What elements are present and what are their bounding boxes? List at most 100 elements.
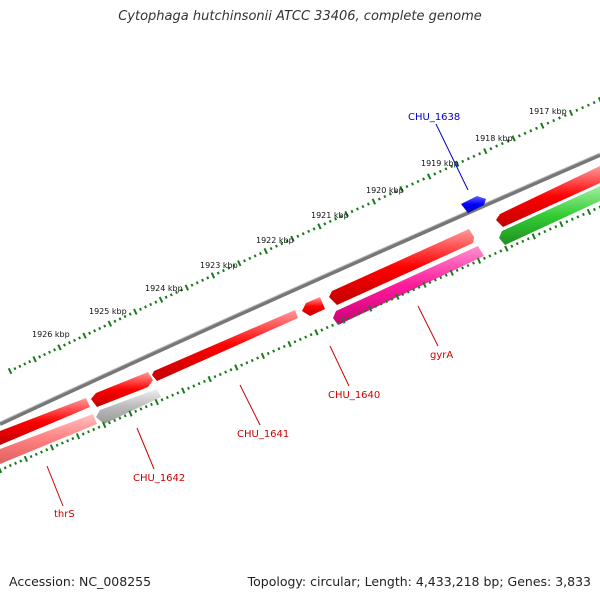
outer-scale-tick	[563, 113, 567, 118]
outer-scale-tick	[263, 247, 268, 255]
inner-scale-tick	[250, 358, 254, 363]
inner-scale-tick	[347, 316, 351, 320]
gene-chu-1642-reverse[interactable]	[96, 389, 161, 424]
inner-scale-tick	[510, 244, 514, 248]
inner-scale-tick	[379, 302, 383, 306]
inner-scale-tick	[14, 461, 18, 465]
outer-scale-tick	[500, 142, 504, 146]
gene-label-thrs[interactable]: thrS	[54, 509, 75, 520]
outer-scale-tick	[517, 134, 521, 138]
outer-scale-tick	[312, 227, 316, 231]
outer-scale-tick	[144, 305, 148, 309]
gene-label-chu-1638[interactable]: CHU_1638	[408, 112, 460, 123]
inner-scale-tick	[144, 405, 148, 409]
outer-scale-tick	[405, 184, 409, 189]
outer-scale-tick	[552, 119, 556, 123]
gene-gyra-reverse[interactable]	[333, 246, 484, 325]
outer-scale-tick	[269, 246, 273, 251]
outer-scale-tick	[450, 164, 454, 169]
gene-thrs-reverse[interactable]	[0, 414, 97, 464]
inner-scale-tick	[34, 452, 38, 456]
outer-scale-tick	[232, 264, 236, 268]
scale-label-1921: 1921 kbp	[311, 211, 349, 220]
outer-scale-tick	[454, 160, 460, 168]
gene-chu-1638[interactable]	[461, 196, 486, 213]
outer-scale-tick	[371, 198, 377, 205]
inner-scale-tick	[368, 305, 373, 312]
inner-scale-tick	[19, 459, 23, 463]
inner-scale-tick	[97, 425, 101, 429]
scale-label-1923: 1923 kbp	[200, 261, 238, 270]
inner-scale-tick	[118, 416, 122, 420]
genome-backbone	[0, 153, 600, 426]
leader-thrs	[46, 465, 64, 507]
outer-scale-tick	[243, 259, 247, 263]
inner-scale-tick	[314, 329, 319, 336]
gene-label-chu-1642[interactable]: CHU_1642	[133, 473, 185, 484]
outer-scale-tick	[103, 324, 107, 328]
inner-scale-tick	[515, 242, 519, 246]
gene-forward-right[interactable]	[496, 166, 600, 227]
outer-scale-tick	[323, 222, 327, 226]
outer-scale-tick	[53, 348, 57, 352]
outer-scale-tick	[38, 355, 42, 359]
inner-scale-tick	[0, 467, 3, 474]
outer-scale-tick	[461, 159, 465, 163]
outer-scale-tick	[328, 219, 332, 224]
inner-scale-tick	[537, 232, 541, 236]
inner-scale-tick	[234, 364, 239, 371]
inner-scale-tick	[107, 421, 111, 425]
inner-scale-tick	[55, 443, 59, 447]
inner-scale-tick	[331, 323, 335, 327]
gene-chu-1642[interactable]	[91, 372, 153, 407]
outer-scale-tick	[201, 278, 205, 282]
leader-chu-1641	[239, 384, 261, 426]
outer-scale-tick	[227, 266, 231, 270]
outer-scale-tick	[426, 173, 432, 180]
gene-gyra[interactable]	[329, 229, 474, 305]
gene-chu-1640[interactable]	[302, 297, 325, 316]
gene-label-chu-1640[interactable]: CHU_1640	[328, 390, 380, 401]
outer-scale-tick	[366, 202, 370, 206]
inner-scale-tick	[482, 256, 486, 260]
outer-scale-tick	[535, 126, 538, 130]
inner-scale-tick	[592, 207, 596, 212]
outer-scale-tick	[383, 194, 387, 199]
inner-scale-tick	[401, 292, 405, 296]
gene-label-chu-1641[interactable]: CHU_1641	[237, 429, 289, 440]
outer-scale-tick	[546, 121, 550, 125]
outer-scale-tick	[334, 217, 338, 221]
inner-scale-tick	[40, 450, 43, 454]
outer-scale-tick	[7, 367, 13, 375]
gene-thrs[interactable]	[0, 398, 90, 445]
inner-scale-tick	[165, 395, 169, 400]
inner-scale-tick	[71, 437, 75, 441]
gene-label-gyra[interactable]: gyrA	[430, 350, 453, 361]
inner-scale-tick	[171, 393, 175, 397]
outer-scale-tick	[411, 182, 414, 186]
inner-scale-tick	[499, 249, 503, 253]
inner-scale-tick	[45, 448, 49, 452]
outer-scale-tick	[82, 332, 87, 339]
outer-scale-tick	[195, 281, 199, 285]
outer-scale-tick	[78, 336, 82, 340]
outer-scale-tick	[301, 232, 305, 236]
outer-scale-tick	[164, 295, 168, 299]
outer-scale-tick	[253, 254, 257, 258]
outer-scale-tick	[133, 308, 138, 315]
inner-scale-tick	[309, 333, 313, 337]
inner-scale-tick	[576, 215, 580, 219]
inner-scale-tick	[87, 430, 90, 434]
scale-label-1926: 1926 kbp	[32, 330, 70, 339]
outer-scale-tick	[258, 251, 262, 256]
inner-scale-tick	[466, 263, 470, 268]
inner-scale-tick	[207, 375, 212, 383]
inner-scale-tick	[559, 221, 564, 228]
gene-chu-1641[interactable]	[152, 310, 298, 381]
outer-scale-tick	[280, 242, 284, 246]
outer-scale-tick	[438, 169, 442, 174]
gene-green[interactable]	[499, 186, 600, 245]
outer-scale-tick	[285, 239, 289, 243]
outer-scale-tick	[23, 362, 27, 366]
